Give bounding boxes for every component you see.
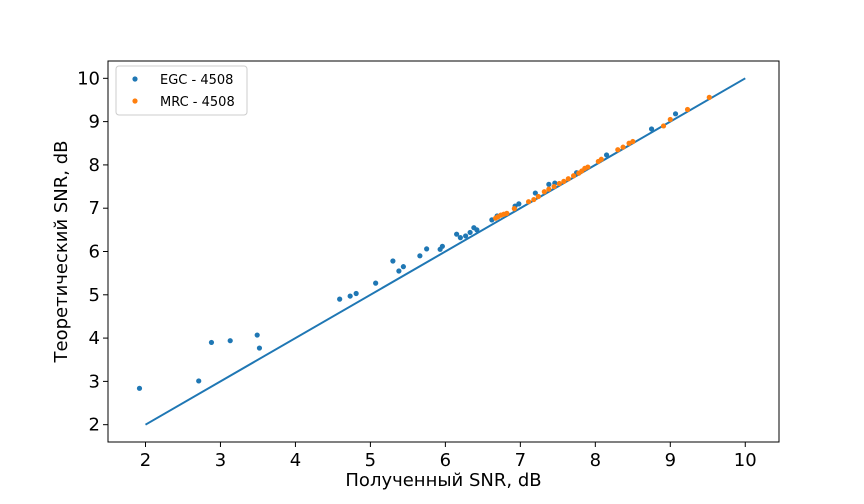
mrc-point [706,94,712,100]
egc-point [227,338,233,344]
mrc-point [556,180,562,187]
plot-marks [136,77,746,426]
x-tick-label: 10 [734,450,757,471]
mrc-point [684,106,691,113]
mrc-point [630,138,636,145]
egc-point [390,258,396,264]
x-tick-label: 7 [515,450,526,471]
mrc-point [541,189,547,195]
mrc-point [535,193,541,200]
egc-point [672,111,679,117]
egc-point [457,235,463,241]
x-tick-label: 4 [290,450,301,471]
y-tick-label: 5 [89,285,100,306]
mrc-point [511,206,517,212]
egc-point [603,152,610,158]
egc-point [474,227,480,233]
x-tick-label: 3 [215,450,226,471]
y-tick-label: 2 [89,415,100,436]
legend-box [115,65,248,116]
x-axis: 2 3 4 5 6 7 8 9 10 [140,442,757,471]
egc-point [353,290,359,297]
egc-point [254,332,260,338]
y-tick-label: 10 [77,68,100,89]
mrc-point [667,116,673,123]
x-tick-label: 9 [665,450,676,471]
egc-point [196,378,202,384]
y-tick-label: 6 [89,242,100,263]
egc-point [136,385,143,391]
legend-marker-egc [132,76,138,82]
y-tick-label: 8 [89,155,100,176]
legend: EGC - 4508 MRC - 4508 [115,65,248,116]
egc-point [546,181,552,187]
egc-point [424,246,430,252]
y-tick-label: 4 [89,328,100,349]
egc-point [396,268,402,274]
egc-point [463,233,469,239]
egc-point [454,231,460,237]
egc-point [347,293,353,299]
mrc-point [660,123,667,129]
mrc-point [620,144,626,150]
egc-point [337,296,343,302]
x-tick-label: 5 [365,450,376,471]
mrc-point [546,186,552,192]
egc-point [373,280,379,286]
y-axis-label: Теоретический SNR, dB [51,141,72,364]
mrc-point [565,176,571,182]
y-axis: 2 3 4 5 6 7 8 9 10 [77,68,108,436]
legend-marker-mrc [132,98,138,104]
y-tick-label: 7 [89,198,100,219]
legend-label-mrc: MRC - 4508 [160,95,235,110]
egc-point [467,229,473,236]
legend-label-egc: EGC - 4508 [160,73,233,88]
x-axis-label: Полученный SNR, dB [345,470,541,491]
x-tick-label: 8 [590,450,601,471]
x-tick-label: 6 [440,450,451,471]
mrc-point [570,173,577,179]
egc-point [516,201,522,207]
egc-point [417,253,423,259]
mrc-point [615,147,621,153]
mrc-point [531,196,537,203]
x-tick-label: 2 [140,450,151,471]
egc-point [208,339,215,346]
egc-point [256,345,263,351]
mrc-point [598,156,604,162]
mrc-point [504,210,510,216]
egc-point [648,126,655,132]
egc-point [400,264,406,270]
mrc-point [585,164,591,170]
reference-line [144,77,746,426]
mrc-point [551,183,557,190]
y-tick-label: 9 [89,112,100,133]
egc-point [532,190,538,196]
mrc-point [525,199,532,205]
y-tick-label: 3 [89,371,100,392]
mrc-point [561,178,567,184]
egc-point [439,243,445,249]
